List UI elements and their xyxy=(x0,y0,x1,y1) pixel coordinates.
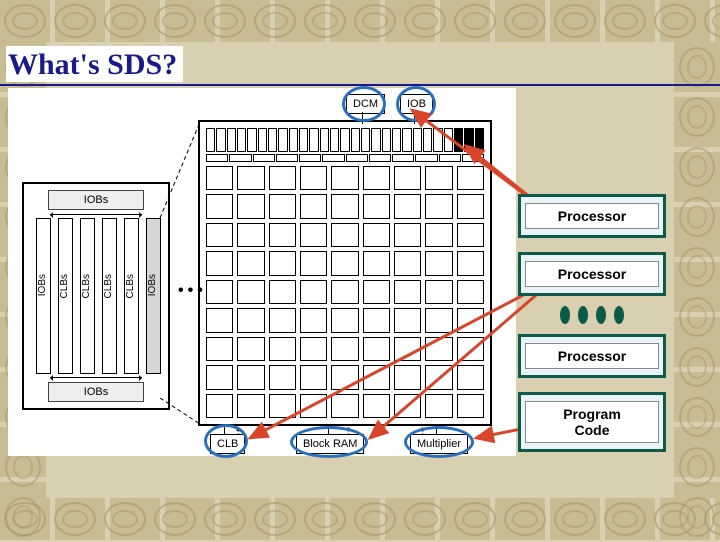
processor-label-0: Processor xyxy=(525,203,659,229)
iobs-top-label: IOBs xyxy=(48,190,144,210)
overview-col-label-1: CLBs xyxy=(59,274,73,298)
iobs-bottom-label: IOBs xyxy=(48,382,144,402)
iobs-bottom-arrow xyxy=(50,377,142,378)
fpga-detail-grid: ••• ••• ••• ••• xyxy=(198,120,492,426)
decorative-border-right xyxy=(674,42,720,498)
iob-circle xyxy=(396,86,436,122)
program-code-box: ProgramCode xyxy=(518,392,666,452)
clb-circle xyxy=(204,424,248,458)
decorative-border-top xyxy=(0,0,720,42)
overview-col-label-0: IOBs xyxy=(37,274,51,296)
fpga-top-row2 xyxy=(206,154,484,162)
processor-ellipsis xyxy=(518,306,666,324)
decorative-border-bottom xyxy=(0,498,720,540)
program-code-label: ProgramCode xyxy=(525,401,659,443)
overview-col-label-5: IOBs xyxy=(147,274,161,296)
processor-box-2: Processor xyxy=(518,334,666,378)
bram-circle xyxy=(290,426,368,458)
fpga-clb-grid xyxy=(206,166,484,418)
processor-label-2: Processor xyxy=(525,343,659,369)
iobs-top-arrow xyxy=(50,214,142,215)
overview-col-label-2: CLBs xyxy=(81,274,95,298)
ellipsis-left: ••• xyxy=(178,282,207,300)
slide-title: What's SDS? xyxy=(6,46,183,82)
fpga-overview-schematic: IOBs IOBs IOBs CLBs CLBs CLBs CLBs IOBs xyxy=(22,182,170,410)
processor-box-1: Processor xyxy=(518,252,666,296)
dcm-circle xyxy=(342,86,386,122)
processor-label-1: Processor xyxy=(525,261,659,287)
processor-stack: Processor Processor Processor ProgramCod… xyxy=(518,194,666,466)
processor-box-0: Processor xyxy=(518,194,666,238)
mult-circle xyxy=(404,426,474,458)
fpga-top-row xyxy=(206,128,484,152)
overview-col-label-3: CLBs xyxy=(103,274,117,298)
overview-col-label-4: CLBs xyxy=(125,274,139,298)
